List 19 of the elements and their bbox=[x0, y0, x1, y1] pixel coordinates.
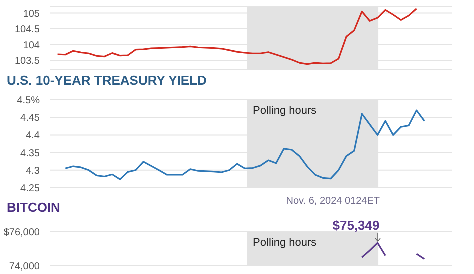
text: Nov. 6, 2024 0124ET bbox=[286, 196, 380, 207]
y-tick-label: 105 bbox=[23, 8, 40, 20]
y-tick-label: $76,000 bbox=[4, 228, 40, 238]
y-tick-label: 74,000 bbox=[9, 262, 40, 272]
y-tick-label: 103.5 bbox=[14, 56, 40, 68]
y-tick-label: 4.25 bbox=[20, 184, 40, 194]
data-label: $75,349 bbox=[332, 218, 380, 234]
y-tick-label: 4.45 bbox=[20, 113, 40, 124]
y-tick-label: 4.35 bbox=[20, 148, 40, 160]
y-tick-label: 104.5 bbox=[14, 24, 40, 36]
y-tick-label: 104 bbox=[23, 40, 40, 52]
chart-title: BITCOIN bbox=[7, 200, 60, 215]
chart-title: U.S. 10-YEAR TREASURY YIELD bbox=[7, 73, 207, 88]
annotation: Polling hours bbox=[253, 236, 318, 249]
line-series bbox=[57, 8, 418, 66]
y-tick-label: 4.4 bbox=[26, 130, 40, 142]
annotation: Polling hours bbox=[253, 104, 318, 117]
y-tick-label: 4.5% bbox=[17, 96, 40, 106]
y-tick-label: 4.3 bbox=[26, 166, 40, 177]
